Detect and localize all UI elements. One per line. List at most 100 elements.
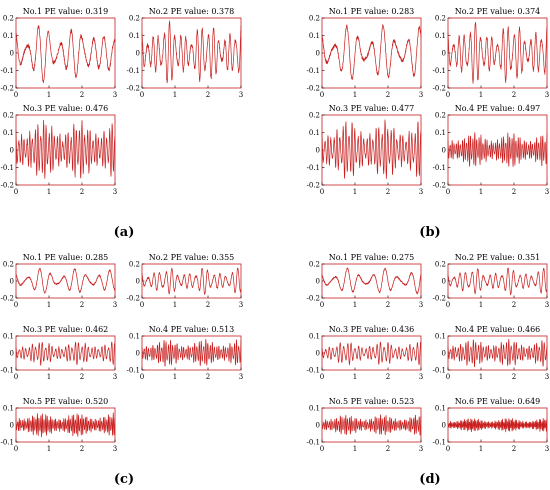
x-tick-label: 3 [545, 188, 549, 196]
x-tick-label: 1 [47, 91, 51, 99]
subplot-title: No.2 PE value: 0.378 [149, 7, 235, 16]
x-tick-label: 1 [353, 373, 357, 381]
y-tick-label: 0 [316, 278, 320, 286]
subplot-title: No.6 PE value: 0.649 [455, 397, 541, 406]
x-tick-label: 1 [173, 91, 177, 99]
y-tick-label: -0.2 [307, 85, 321, 93]
x-tick-label: 2 [386, 91, 390, 99]
x-tick-label: 3 [239, 91, 243, 99]
y-tick-label: -0.2 [127, 85, 141, 93]
mode-signal-line [321, 341, 422, 366]
mode-signal-line [447, 267, 548, 296]
y-tick-label: 0.1 [435, 333, 446, 341]
y-tick-label: 0.2 [3, 15, 14, 23]
x-tick-label: 0 [320, 91, 324, 99]
x-tick-label: 0 [14, 301, 18, 309]
y-tick-label: 0 [10, 278, 14, 286]
subplot-1-1: No.1 PE value: 0.319 0 1 2 3 -0.2 -0.1 0 0.1 0.2 [1, 7, 118, 99]
subplot-title: No.1 PE value: 0.283 [329, 7, 415, 16]
x-tick-label: 3 [239, 373, 243, 381]
y-tick-label: 0 [316, 50, 320, 58]
y-tick-label: 0 [316, 350, 320, 358]
x-tick-label: 1 [353, 188, 357, 196]
y-tick-label: 0 [136, 50, 140, 58]
y-tick-label: 0.1 [3, 32, 14, 40]
y-tick-label: 0.2 [435, 112, 446, 120]
panel-label-b: (b) [419, 225, 440, 240]
subplot-title: No.3 PE value: 0.476 [23, 104, 109, 113]
subplot-title: No.3 PE value: 0.477 [329, 104, 415, 113]
x-tick-label: 1 [47, 301, 51, 309]
y-tick-label: 0 [10, 350, 14, 358]
subplot-2-1: No.1 PE value: 0.283 0 1 2 3 -0.2 -0.1 0 0.1 0.2 [307, 7, 424, 99]
x-tick-label: 2 [512, 373, 516, 381]
x-tick-label: 3 [113, 373, 117, 381]
y-tick-label: 0 [10, 50, 14, 58]
mode-signal-line [321, 267, 422, 295]
x-tick-label: 3 [419, 91, 423, 99]
x-tick-label: 0 [320, 373, 324, 381]
x-tick-label: 0 [320, 188, 324, 196]
y-tick-label: -0.2 [1, 182, 15, 190]
y-tick-label: 0.2 [309, 112, 320, 120]
subplot-1-2: No.2 PE value: 0.378 0 1 2 3 -0.2 -0.1 0 0.1 0.2 [127, 7, 244, 99]
mode-signal-line [15, 412, 116, 438]
x-tick-label: 1 [353, 91, 357, 99]
y-tick-label: -0.1 [307, 439, 321, 447]
y-tick-label: 0 [316, 422, 320, 430]
x-tick-label: 0 [140, 91, 144, 99]
subplot-title: No.4 PE value: 0.513 [149, 325, 235, 334]
x-tick-label: 1 [173, 373, 177, 381]
y-tick-label: 0.2 [309, 15, 320, 23]
y-tick-label: 0.1 [309, 405, 320, 413]
x-tick-label: 3 [113, 445, 117, 453]
x-tick-label: 0 [446, 373, 450, 381]
y-tick-label: -0.2 [127, 295, 141, 303]
y-tick-label: 0 [442, 50, 446, 58]
y-tick-label: 0.2 [3, 261, 14, 269]
x-tick-label: 2 [512, 91, 516, 99]
y-tick-label: 0.1 [309, 32, 320, 40]
y-tick-label: 0.1 [435, 405, 446, 413]
mode-signal-line [447, 132, 548, 167]
mode-signal-line [141, 338, 242, 367]
x-tick-label: 3 [545, 91, 549, 99]
x-tick-label: 2 [80, 301, 84, 309]
x-tick-label: 3 [419, 301, 423, 309]
plot-frame [321, 17, 422, 89]
subplot-title: No.3 PE value: 0.462 [23, 325, 109, 334]
subplot-2-2: No.2 PE value: 0.374 0 1 2 3 -0.2 -0.1 0 0.1 0.2 [433, 7, 550, 99]
y-tick-label: 0.2 [129, 15, 140, 23]
y-tick-label: 0 [442, 422, 446, 430]
x-tick-label: 3 [419, 373, 423, 381]
y-tick-label: -0.1 [307, 164, 321, 172]
x-tick-label: 2 [80, 188, 84, 196]
y-tick-label: -0.1 [1, 164, 15, 172]
x-tick-label: 0 [446, 445, 450, 453]
y-tick-label: -0.1 [127, 67, 141, 75]
y-tick-label: 0 [442, 147, 446, 155]
subplot-title: No.4 PE value: 0.497 [455, 104, 541, 113]
x-tick-label: 2 [512, 188, 516, 196]
y-tick-label: -0.2 [433, 295, 447, 303]
y-tick-label: -0.2 [307, 182, 321, 190]
x-tick-label: 0 [14, 373, 18, 381]
y-tick-label: 0.1 [435, 129, 446, 137]
y-tick-label: -0.1 [1, 439, 15, 447]
y-tick-label: 0 [442, 278, 446, 286]
y-tick-label: -0.1 [1, 367, 15, 375]
x-tick-label: 2 [386, 188, 390, 196]
x-tick-label: 1 [47, 188, 51, 196]
mode-signal-line [141, 267, 242, 295]
plot-frame [15, 114, 116, 186]
x-tick-label: 0 [14, 188, 18, 196]
panel-label-c: (c) [114, 472, 134, 487]
y-tick-label: -0.2 [1, 295, 15, 303]
x-tick-label: 1 [47, 445, 51, 453]
plot-frame [447, 263, 548, 299]
